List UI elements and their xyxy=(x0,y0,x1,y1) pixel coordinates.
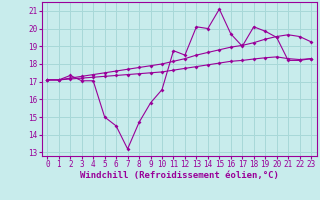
X-axis label: Windchill (Refroidissement éolien,°C): Windchill (Refroidissement éolien,°C) xyxy=(80,171,279,180)
